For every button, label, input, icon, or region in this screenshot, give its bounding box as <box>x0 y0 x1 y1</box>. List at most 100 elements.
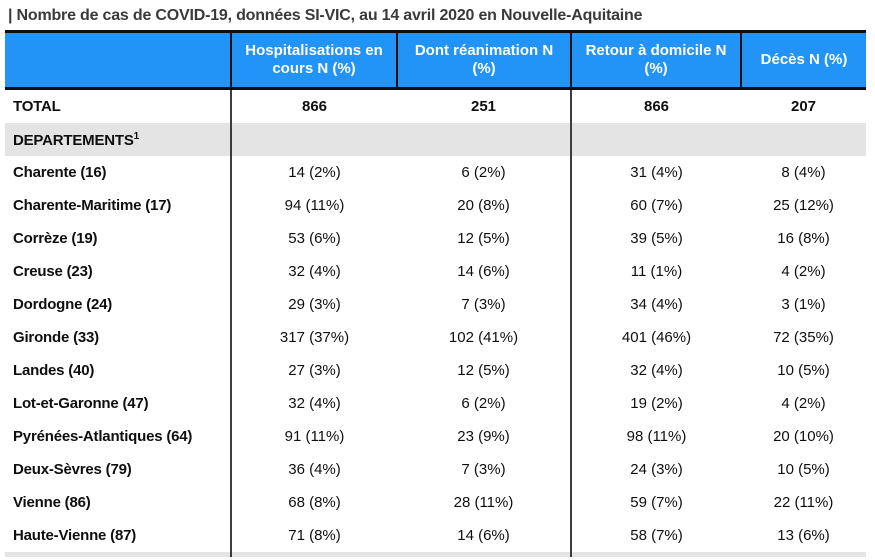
cell-hospitalisations: 53 (6%) <box>288 230 341 247</box>
cell-deces: 72 (35%) <box>773 329 834 346</box>
cell-reanimation: 7 (3%) <box>397 288 572 321</box>
total-cell-deces: 207 <box>790 98 817 115</box>
cell-hospitalisations: 14 (2%) <box>288 164 341 181</box>
cell-reanimation: 14 (6%) <box>397 519 572 552</box>
row-label: Lot-et-Garonne (47) <box>5 387 232 420</box>
total-row: TOTAL 866 251 866 207 <box>5 88 866 123</box>
table-row: Haute-Vienne (87) 71 (8%) 14 (6%) 58 (7%… <box>5 519 866 552</box>
header-cell-reanimation: Dont réanimation N (%) <box>396 30 571 90</box>
table-row: Corrèze (19) 53 (6%) 12 (5%) 39 (5%) 16 … <box>5 222 866 255</box>
cell-deces: 3 (1%) <box>781 296 826 313</box>
cell-retour-domicile: 60 (7%) <box>630 197 683 214</box>
cell-retour-domicile: 58 (7%) <box>630 527 683 544</box>
total-cell-reanimation: 251 <box>397 88 572 123</box>
header-row: Hospitalisations en cours N (%) Dont réa… <box>5 30 866 90</box>
total-row-label: TOTAL <box>5 88 232 123</box>
strip-cell <box>231 552 397 557</box>
table-row: Gironde (33) 317 (37%) 102 (41%) 401 (46… <box>5 321 866 354</box>
table-row: Landes (40) 27 (3%) 12 (5%) 32 (4%) 10 (… <box>5 354 866 387</box>
table-header: Hospitalisations en cours N (%) Dont réa… <box>5 30 866 90</box>
cell-hospitalisations: 32 (4%) <box>288 263 341 280</box>
table-row: Creuse (23) 32 (4%) 14 (6%) 11 (1%) 4 (2… <box>5 255 866 288</box>
cell-hospitalisations: 68 (8%) <box>288 494 341 511</box>
table-row: Dordogne (24) 29 (3%) 7 (3%) 34 (4%) 3 (… <box>5 288 866 321</box>
empty-cell <box>397 123 572 156</box>
table-top-rows: TOTAL 866 251 866 207 DEPARTEMENTS1 <box>5 88 866 156</box>
cell-retour-domicile: 98 (11%) <box>626 428 687 445</box>
row-label: Pyrénées-Atlantiques (64) <box>5 420 232 453</box>
cell-retour-domicile: 32 (4%) <box>630 362 683 379</box>
row-label: Haute-Vienne (87) <box>5 519 232 552</box>
row-label: Charente-Maritime (17) <box>5 189 232 222</box>
empty-cell <box>571 123 741 156</box>
cell-reanimation: 20 (8%) <box>397 189 572 222</box>
row-label: Gironde (33) <box>5 321 232 354</box>
cell-deces: 22 (11%) <box>773 494 834 511</box>
cell-retour-domicile: 24 (3%) <box>630 461 683 478</box>
cell-deces: 8 (4%) <box>781 164 826 181</box>
cell-deces: 16 (8%) <box>777 230 830 247</box>
cell-retour-domicile: 11 (1%) <box>630 263 683 280</box>
table-row: Deux-Sèvres (79) 36 (4%) 7 (3%) 24 (3%) … <box>5 453 866 486</box>
total-cell-retour-domicile: 866 <box>643 98 670 115</box>
cell-reanimation: 12 (5%) <box>397 222 572 255</box>
cell-hospitalisations: 317 (37%) <box>279 329 350 346</box>
row-label: Corrèze (19) <box>5 222 232 255</box>
cell-deces: 10 (5%) <box>777 461 830 478</box>
cell-retour-domicile: 39 (5%) <box>630 230 683 247</box>
cell-retour-domicile: 19 (2%) <box>630 395 683 412</box>
cell-hospitalisations: 94 (11%) <box>284 197 345 214</box>
cell-hospitalisations: 91 (11%) <box>284 428 345 445</box>
row-label: Creuse (23) <box>5 255 232 288</box>
table-row: Lot-et-Garonne (47) 32 (4%) 6 (2%) 19 (2… <box>5 387 866 420</box>
cell-hospitalisations: 27 (3%) <box>288 362 341 379</box>
cell-deces: 20 (10%) <box>773 428 834 445</box>
table-row: Charente (16) 14 (2%) 6 (2%) 31 (4%) 8 (… <box>5 156 866 189</box>
cell-deces: 4 (2%) <box>781 263 826 280</box>
departements-section-row: DEPARTEMENTS1 <box>5 123 866 156</box>
row-label: Deux-Sèvres (79) <box>5 453 232 486</box>
row-label: Vienne (86) <box>5 486 232 519</box>
header-cell-retour-domicile: Retour à domicile N (%) <box>570 30 741 90</box>
cell-hospitalisations: 36 (4%) <box>288 461 341 478</box>
departements-section-text: DEPARTEMENTS <box>13 131 134 149</box>
cell-retour-domicile: 34 (4%) <box>630 296 683 313</box>
table-title: | Nombre de cas de COVID-19, données SI-… <box>8 7 643 24</box>
cell-hospitalisations: 71 (8%) <box>288 527 341 544</box>
departements-section-label: DEPARTEMENTS1 <box>5 123 232 156</box>
row-label: Charente (16) <box>5 156 232 189</box>
header-cell-empty <box>5 30 231 90</box>
cell-hospitalisations: 29 (3%) <box>288 296 341 313</box>
strip-cell <box>741 552 866 557</box>
table-row: Vienne (86) 68 (8%) 28 (11%) 59 (7%) 22 … <box>5 486 866 519</box>
table-row: Charente-Maritime (17) 94 (11%) 20 (8%) … <box>5 189 866 222</box>
strip-cell <box>571 552 741 557</box>
cell-reanimation: 102 (41%) <box>397 321 572 354</box>
cell-reanimation: 6 (2%) <box>397 156 572 189</box>
header-cell-hospitalisations: Hospitalisations en cours N (%) <box>230 30 397 90</box>
departements-footnote-marker: 1 <box>133 130 140 142</box>
row-label: Landes (40) <box>5 354 232 387</box>
cell-hospitalisations: 32 (4%) <box>288 395 341 412</box>
table-body: Charente (16) 14 (2%) 6 (2%) 31 (4%) 8 (… <box>5 156 866 552</box>
cell-retour-domicile: 31 (4%) <box>630 164 683 181</box>
cell-deces: 10 (5%) <box>777 362 830 379</box>
total-cell-hospitalisations: 866 <box>301 98 328 115</box>
cutoff-row-strip <box>5 552 866 557</box>
header-cell-deces: Décès N (%) <box>740 30 866 90</box>
cell-reanimation: 28 (11%) <box>397 486 572 519</box>
row-label: Dordogne (24) <box>5 288 232 321</box>
cell-reanimation: 7 (3%) <box>397 453 572 486</box>
cell-retour-domicile: 401 (46%) <box>621 329 692 346</box>
cell-reanimation: 23 (9%) <box>397 420 572 453</box>
cell-deces: 25 (12%) <box>773 197 834 214</box>
strip-cell <box>5 552 232 557</box>
table-row: Pyrénées-Atlantiques (64) 91 (11%) 23 (9… <box>5 420 866 453</box>
covid-table: Hospitalisations en cours N (%) Dont réa… <box>5 30 866 557</box>
cell-retour-domicile: 59 (7%) <box>630 494 683 511</box>
cell-reanimation: 14 (6%) <box>397 255 572 288</box>
empty-cell <box>741 123 866 156</box>
table-bottom <box>5 552 866 557</box>
strip-cell <box>397 552 572 557</box>
